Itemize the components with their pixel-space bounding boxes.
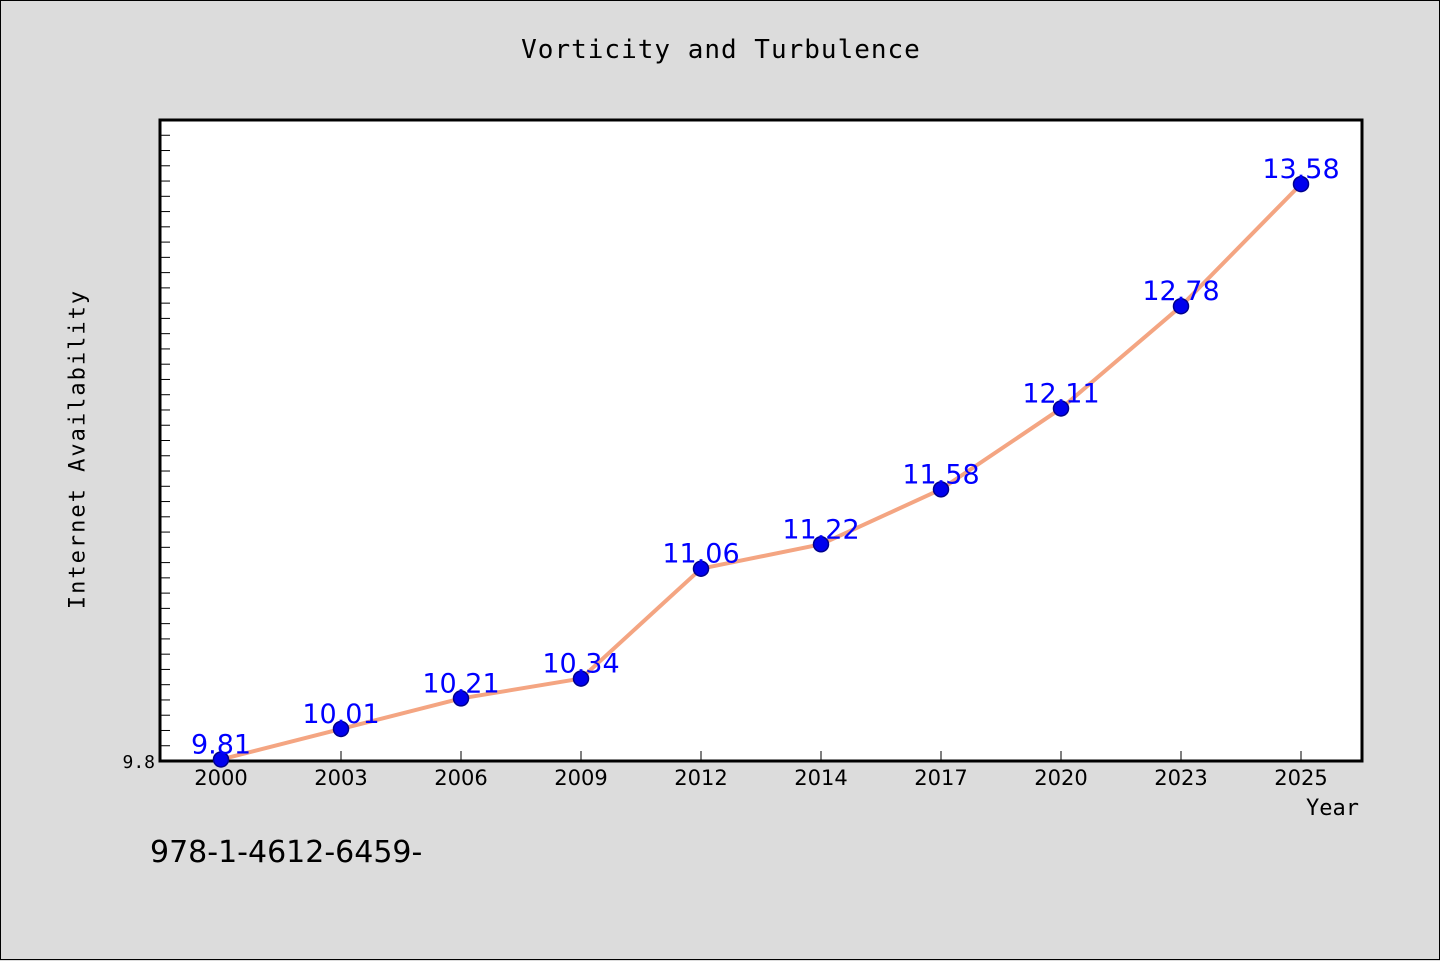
footer-code: 978-1-4612-6459- — [150, 835, 423, 870]
data-label: 10.34 — [542, 649, 619, 680]
data-point — [1172, 297, 1190, 315]
series-line — [219, 182, 1303, 762]
markers — [212, 175, 1310, 768]
data-label: 11.58 — [902, 459, 979, 490]
data-label: 13.58 — [1262, 154, 1339, 185]
plot-area — [158, 118, 1364, 763]
data-label: 12.11 — [1022, 378, 1099, 409]
data-point — [1292, 175, 1310, 193]
data-point — [452, 690, 470, 707]
data-point — [1052, 400, 1070, 417]
x-tick-label: 2023 — [1154, 766, 1207, 790]
x-tick-label: 2017 — [914, 766, 967, 790]
data-point — [212, 751, 230, 768]
x-tick-label: 2012 — [674, 766, 727, 790]
data-label: 11.22 — [782, 514, 859, 545]
x-tick-label: 2020 — [1034, 766, 1087, 790]
x-tick-label: 2003 — [314, 766, 367, 790]
chart-title: Vorticity and Turbulence — [521, 35, 921, 65]
y-minor-ticks — [160, 134, 170, 747]
data-label: 9.81 — [191, 729, 251, 760]
x-tick-label: 2014 — [794, 766, 847, 790]
data-label: 11.06 — [662, 539, 739, 570]
series-lines — [219, 182, 1303, 762]
x-tick-label: 2009 — [554, 766, 607, 790]
data-point — [572, 670, 590, 687]
x-tick-label: 2000 — [194, 766, 247, 790]
data-labels: 9.81 10.01 10.21 10.34 11.06 11.22 11.58 12.11 1… — [191, 154, 1340, 760]
data-label: 12.78 — [1142, 276, 1219, 307]
y-tick-labels: 9.8 — [122, 752, 155, 773]
data-point — [332, 720, 350, 738]
y-tick-label: 9.8 — [122, 752, 155, 773]
data-point — [932, 481, 950, 498]
data-label: 10.21 — [422, 668, 499, 699]
y-axis-title: Internet Availability — [65, 288, 91, 610]
data-point — [812, 536, 830, 553]
data-label: 10.01 — [302, 699, 379, 730]
x-tick-label: 2025 — [1274, 766, 1327, 790]
x-ticks: 2000 2003 2006 2009 2012 2014 2017 2020 2023 2025 — [194, 751, 1328, 790]
x-axis-title: Year — [1306, 796, 1359, 821]
x-tick-label: 2006 — [434, 766, 487, 790]
data-point — [692, 560, 710, 577]
